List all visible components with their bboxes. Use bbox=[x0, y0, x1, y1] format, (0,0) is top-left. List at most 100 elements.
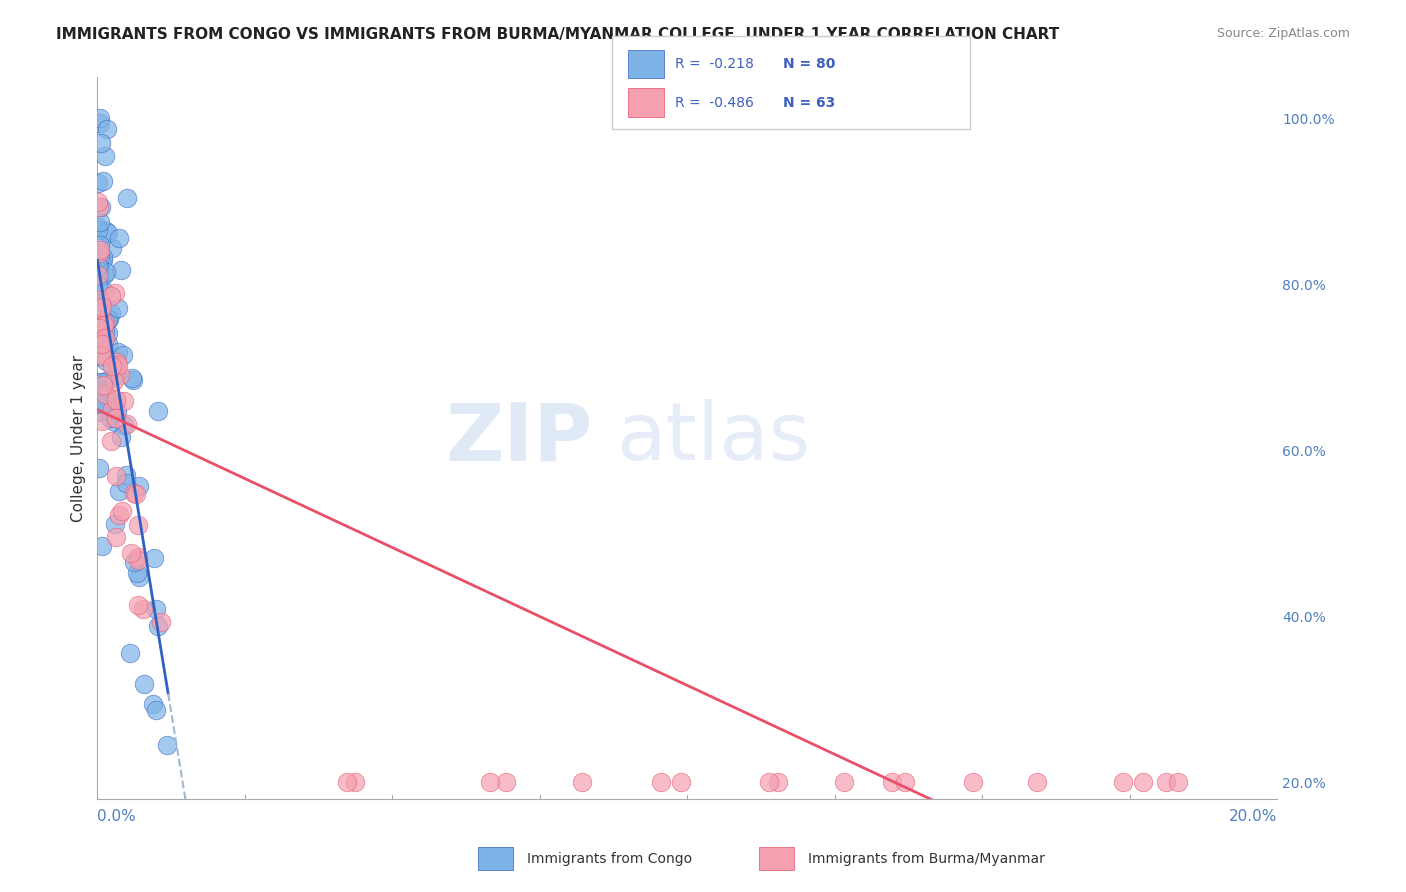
Point bbox=[104, 469, 127, 483]
Point bbox=[97, 312, 120, 326]
Point bbox=[89, 461, 111, 475]
Point bbox=[89, 301, 111, 316]
Point bbox=[87, 176, 110, 190]
Point bbox=[132, 602, 155, 616]
Point bbox=[145, 703, 167, 717]
Point bbox=[97, 311, 120, 326]
Point bbox=[880, 775, 903, 789]
Point bbox=[91, 377, 114, 392]
Point bbox=[127, 598, 149, 612]
Point bbox=[112, 417, 135, 432]
Point bbox=[91, 349, 114, 363]
Point bbox=[90, 307, 112, 321]
Point bbox=[96, 121, 118, 136]
Point bbox=[343, 775, 366, 789]
Point bbox=[650, 775, 672, 789]
Point bbox=[89, 116, 111, 130]
Point bbox=[105, 530, 128, 544]
Point bbox=[93, 268, 115, 283]
Point bbox=[127, 518, 149, 533]
Point bbox=[94, 224, 117, 238]
Point bbox=[93, 316, 115, 330]
Point bbox=[100, 434, 122, 448]
Point bbox=[104, 285, 127, 300]
Point bbox=[89, 243, 111, 257]
Point bbox=[90, 308, 112, 322]
Point bbox=[114, 475, 136, 490]
Point bbox=[1154, 775, 1177, 789]
Point bbox=[105, 404, 128, 418]
Point bbox=[479, 775, 502, 789]
Text: ZIP: ZIP bbox=[446, 400, 593, 477]
Point bbox=[101, 395, 124, 409]
Point bbox=[89, 215, 111, 229]
Point bbox=[90, 318, 112, 332]
Point bbox=[91, 375, 114, 389]
Point bbox=[91, 174, 114, 188]
Point bbox=[91, 414, 114, 428]
Point bbox=[93, 318, 115, 332]
Point bbox=[90, 299, 112, 313]
Point bbox=[108, 508, 131, 523]
Text: R =  -0.486: R = -0.486 bbox=[675, 95, 754, 110]
Text: Immigrants from Congo: Immigrants from Congo bbox=[527, 852, 692, 866]
Point bbox=[150, 615, 173, 629]
Point bbox=[110, 262, 132, 277]
Point bbox=[100, 306, 122, 320]
Point bbox=[90, 539, 112, 553]
Point bbox=[100, 401, 122, 416]
Point bbox=[91, 347, 114, 361]
Point bbox=[127, 566, 149, 580]
Point bbox=[128, 479, 150, 493]
Text: N = 63: N = 63 bbox=[783, 95, 835, 110]
Point bbox=[94, 325, 117, 339]
Point bbox=[108, 230, 131, 244]
Point bbox=[120, 545, 142, 559]
Point bbox=[142, 697, 165, 711]
Point bbox=[110, 430, 132, 444]
Point bbox=[110, 368, 132, 382]
Text: 0.0%: 0.0% bbox=[97, 809, 136, 824]
Point bbox=[97, 226, 120, 240]
Point bbox=[89, 293, 111, 307]
Point bbox=[87, 200, 110, 214]
Point bbox=[758, 775, 780, 789]
Point bbox=[93, 149, 115, 163]
Point bbox=[122, 555, 145, 569]
Point bbox=[89, 111, 111, 125]
Point bbox=[766, 775, 789, 789]
Point bbox=[104, 516, 127, 531]
Point bbox=[669, 775, 692, 789]
Point bbox=[103, 374, 125, 388]
Point bbox=[124, 486, 146, 500]
Point bbox=[111, 348, 134, 362]
Point bbox=[87, 268, 110, 283]
Point bbox=[87, 246, 110, 260]
Point bbox=[962, 775, 984, 789]
Point bbox=[156, 739, 179, 753]
Point bbox=[87, 223, 110, 237]
Point bbox=[87, 261, 110, 276]
Point bbox=[89, 375, 111, 389]
Point bbox=[87, 405, 110, 419]
Point bbox=[97, 326, 120, 340]
Point bbox=[1166, 775, 1188, 789]
Point bbox=[107, 345, 129, 359]
Point bbox=[105, 355, 128, 369]
Point bbox=[148, 619, 170, 633]
Point bbox=[91, 253, 114, 268]
Point bbox=[91, 397, 114, 411]
Y-axis label: College, Under 1 year: College, Under 1 year bbox=[72, 355, 86, 522]
Point bbox=[122, 373, 145, 387]
Point bbox=[104, 368, 127, 382]
Point bbox=[87, 320, 110, 334]
Point bbox=[89, 250, 111, 264]
Point bbox=[87, 247, 110, 261]
Point bbox=[90, 300, 112, 314]
Text: 20.0%: 20.0% bbox=[1229, 809, 1277, 824]
Point bbox=[117, 417, 139, 432]
Point bbox=[832, 775, 855, 789]
Point bbox=[128, 570, 150, 584]
Point bbox=[1132, 775, 1154, 789]
Point bbox=[93, 285, 115, 299]
